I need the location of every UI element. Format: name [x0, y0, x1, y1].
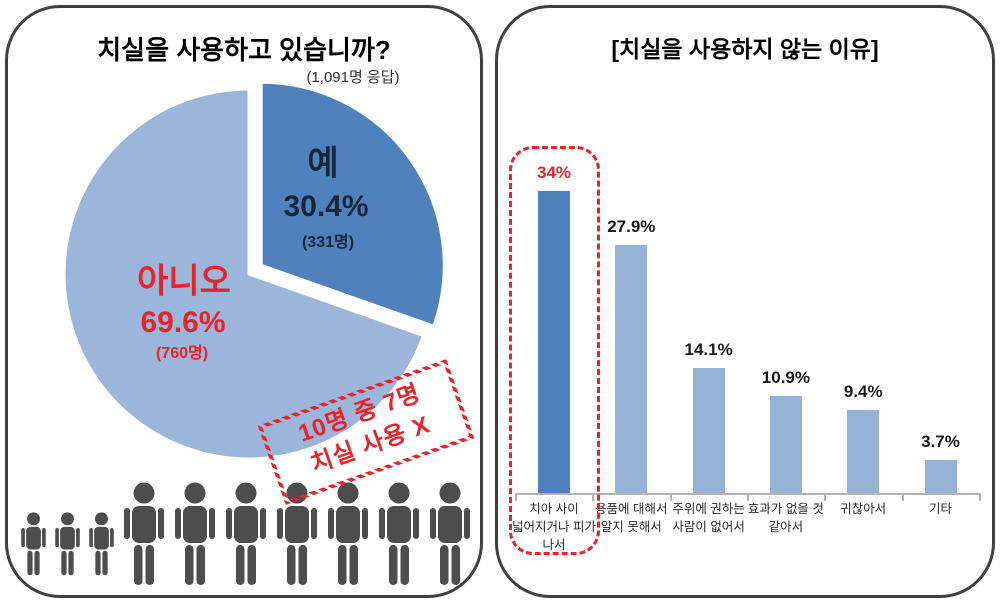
person-icon-large	[377, 482, 421, 586]
bar-category-line: 용품에 대해서	[595, 502, 668, 516]
person-icon-large	[224, 482, 268, 586]
pie-slice-yes	[259, 80, 446, 329]
bar-value-label: 27.9%	[607, 217, 656, 237]
pie-slice-no-count: (760명)	[155, 345, 209, 362]
pie-chart-title: 치실을 사용하고 있습니까?	[97, 35, 391, 65]
x-axis-tick	[746, 493, 749, 501]
bar-3	[692, 367, 725, 493]
bar-6	[924, 460, 957, 493]
x-axis-tick	[669, 493, 672, 501]
bar-category-line: 알지 못해서	[600, 520, 662, 534]
floss-usage-panel: 치실을 사용하고 있습니까? (1,091명 응답) 예 30.4% (331명…	[5, 5, 483, 598]
people-row	[20, 482, 472, 586]
bar-category-line: 기타	[928, 502, 952, 516]
bar-category-line: 치아 사이	[529, 502, 579, 516]
pie-slice-yes-percent: 30.4%	[283, 190, 369, 223]
bar-category-line: 사람이 없어서	[672, 520, 745, 534]
bar-category-line: 같아서	[768, 520, 804, 534]
bar-value-label: 14.1%	[684, 339, 733, 359]
bar-value-label: 10.9%	[761, 368, 810, 388]
bar-1	[538, 191, 570, 493]
bar-category-line: 나서	[542, 538, 566, 552]
bar-category-line: 주위에 권하는	[672, 502, 745, 516]
person-icon-large	[428, 482, 472, 586]
person-icon-large	[326, 482, 370, 586]
bar-value-label: 9.4%	[843, 381, 883, 401]
bar-category-label: 기타	[897, 500, 985, 518]
person-icon-small	[54, 512, 81, 576]
person-icon-large	[122, 482, 166, 586]
bar-category-line: 효과가 없을 것	[747, 502, 824, 516]
pie-chart	[62, 80, 446, 461]
pie-slice-no-label: 아니오	[137, 262, 231, 301]
bar-value-label: 34%	[536, 163, 572, 183]
bar-value-label: 3.7%	[921, 432, 960, 452]
bar-category-line: 넓어지거나 피가	[512, 520, 596, 534]
x-axis-tick	[824, 493, 827, 501]
pie-chart-subtitle: (1,091명 응답)	[306, 69, 400, 86]
pie-slice-no-percent: 69.6%	[140, 306, 226, 339]
bar-5	[847, 409, 880, 493]
bar-chart-title: [치실을 사용하지 않는 이유]	[611, 36, 879, 62]
bar-category-label: 귀찮아서	[819, 500, 907, 518]
highlight-dashed-box	[509, 146, 600, 555]
bar-2	[615, 245, 648, 493]
x-axis-tick	[515, 493, 517, 501]
bar-category-line: 귀찮아서	[840, 502, 887, 516]
x-axis-tick	[592, 493, 595, 501]
x-axis-tick	[978, 493, 981, 501]
person-icon-small	[88, 512, 115, 576]
pie-slice-yes-count: (331명)	[301, 234, 355, 251]
bar-4	[769, 396, 802, 493]
x-axis-tick	[901, 493, 904, 501]
person-icon-large	[173, 482, 217, 586]
pie-slice-yes-label: 예	[307, 144, 339, 183]
person-icon-small	[20, 512, 47, 576]
